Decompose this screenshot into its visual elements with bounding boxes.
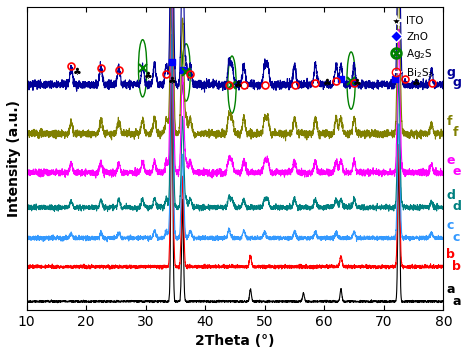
Text: ♣: ♣ xyxy=(353,78,361,88)
Text: f: f xyxy=(446,115,452,128)
Text: f: f xyxy=(453,126,458,139)
Text: g: g xyxy=(446,66,455,79)
Text: c: c xyxy=(453,231,460,244)
X-axis label: 2Theta (°): 2Theta (°) xyxy=(195,334,275,348)
Text: a: a xyxy=(446,283,455,296)
Text: a: a xyxy=(453,295,461,308)
Text: d: d xyxy=(453,200,461,213)
Y-axis label: Intensity (a.u.): Intensity (a.u.) xyxy=(7,100,21,217)
Text: ♣: ♣ xyxy=(73,67,82,77)
Text: ♣: ♣ xyxy=(168,76,177,86)
Text: e: e xyxy=(446,154,455,167)
Text: ♣: ♣ xyxy=(323,78,332,88)
Text: ♣: ♣ xyxy=(412,78,421,88)
Text: b: b xyxy=(453,260,461,273)
Text: g: g xyxy=(453,76,461,89)
Legend: ITO, ZnO, Ag$_2$S, Bi$_2$S$_3$: ITO, ZnO, Ag$_2$S, Bi$_2$S$_3$ xyxy=(387,12,438,84)
Text: b: b xyxy=(446,248,455,261)
Text: ♣: ♣ xyxy=(144,71,153,82)
Text: d: d xyxy=(446,189,455,202)
Text: c: c xyxy=(446,219,454,232)
Text: ♣: ♣ xyxy=(234,80,242,90)
Text: e: e xyxy=(453,165,461,178)
